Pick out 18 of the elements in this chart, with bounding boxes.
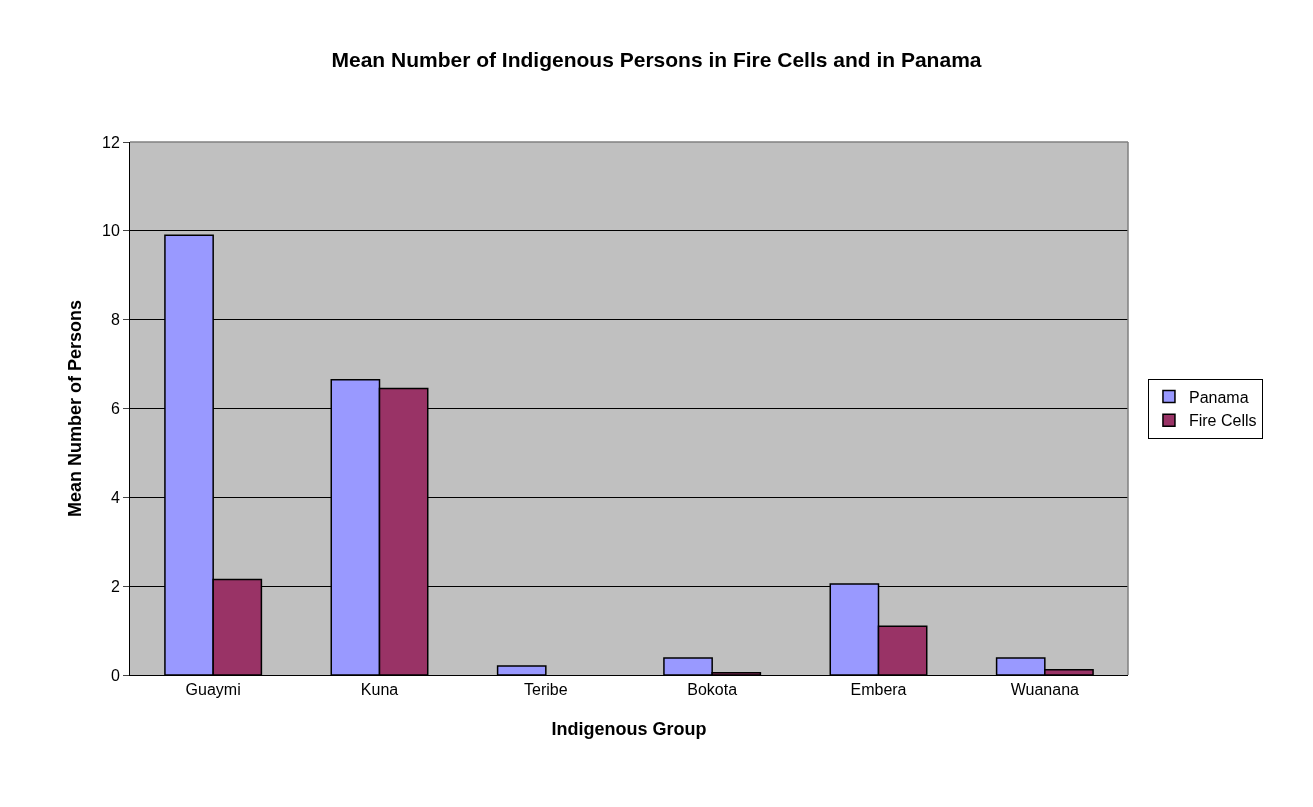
y-tick-label: 0 xyxy=(110,666,120,684)
y-axis-title: Mean Number of Persons xyxy=(65,299,86,518)
x-axis-title: Indigenous Group xyxy=(551,719,707,740)
y-tick-label: 10 xyxy=(102,222,120,240)
x-tick-label: Guaymi xyxy=(185,681,241,699)
x-tick-label: Teribe xyxy=(524,681,568,699)
legend-label: Panama xyxy=(1188,388,1249,406)
y-tick-label: 2 xyxy=(110,577,120,595)
chart-title: Mean Number of Indigenous Persons in Fire Cells and in Panama xyxy=(331,48,982,72)
y-tick-label: 6 xyxy=(110,400,120,418)
y-tick-label: 12 xyxy=(102,133,120,151)
y-tick-label: 8 xyxy=(110,311,120,329)
legend-label: Fire Cells xyxy=(1188,412,1257,430)
x-tick-label: Bokota xyxy=(687,681,738,699)
x-tick-label: Embera xyxy=(850,681,907,699)
y-tick-label: 4 xyxy=(110,488,120,506)
x-tick-label: Kuna xyxy=(360,681,399,699)
x-tick-label: Wuanana xyxy=(1010,681,1080,699)
